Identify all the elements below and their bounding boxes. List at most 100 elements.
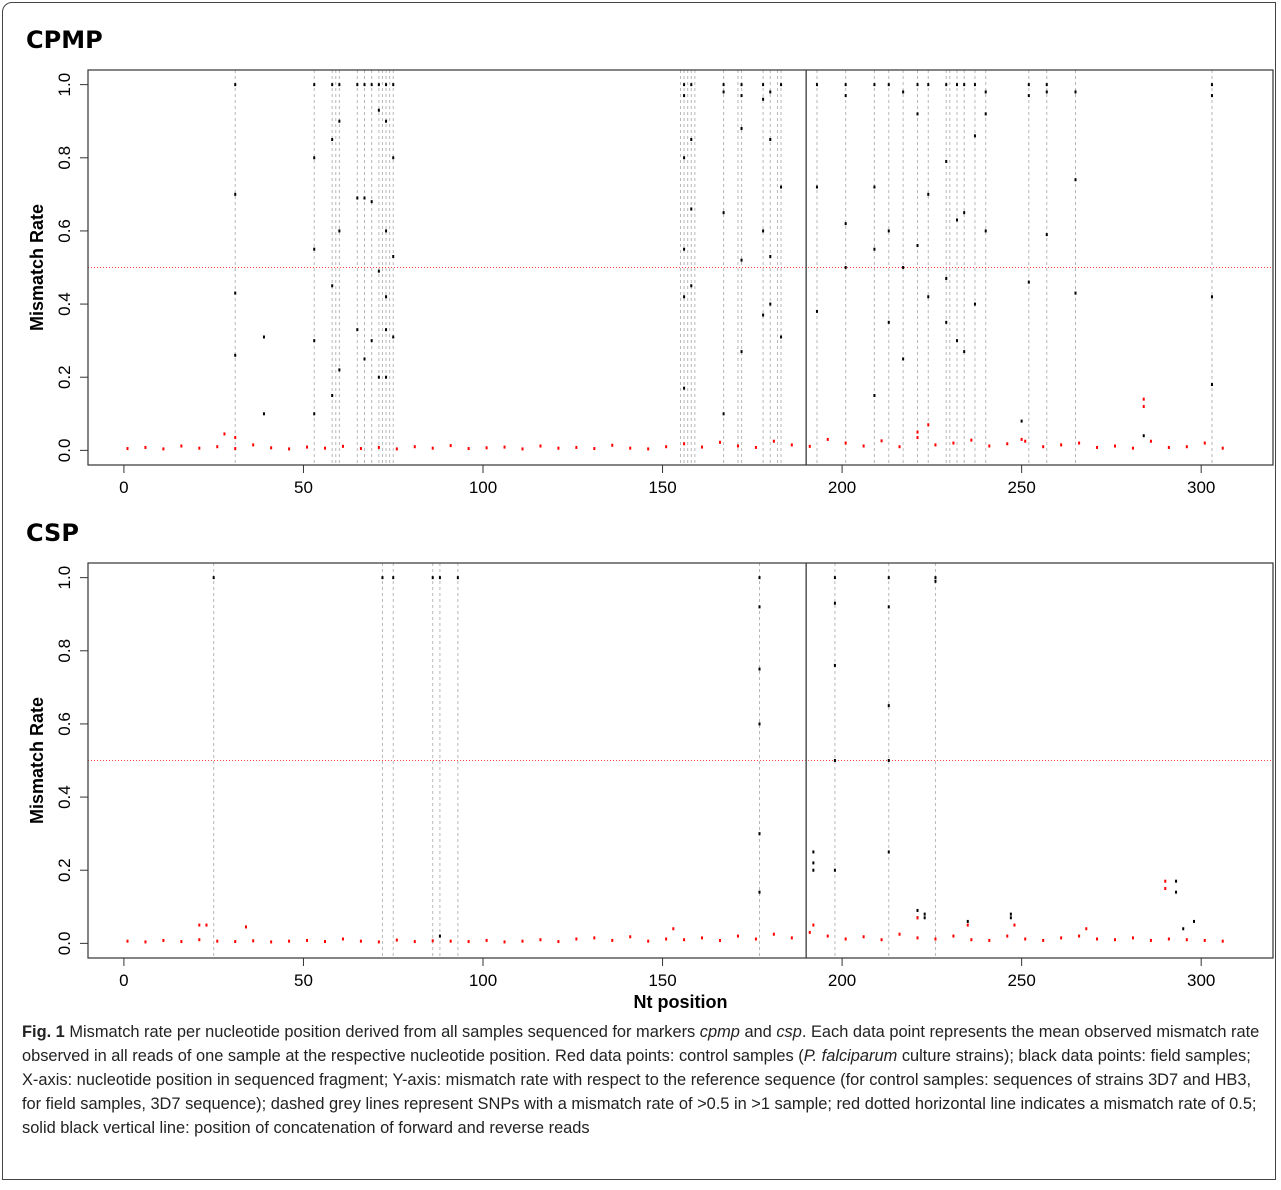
data-point — [234, 940, 237, 944]
data-point — [780, 83, 783, 87]
data-point — [916, 83, 919, 87]
data-point — [956, 83, 958, 87]
data-point — [377, 445, 380, 449]
data-point — [431, 939, 434, 943]
data-point — [790, 443, 793, 447]
data-point — [126, 939, 129, 943]
data-point — [306, 938, 309, 942]
data-point — [740, 127, 743, 131]
data-point — [1096, 937, 1099, 941]
data-point — [898, 445, 901, 449]
data-point — [162, 938, 165, 942]
x-tick-label: 0 — [119, 478, 128, 497]
data-point — [647, 939, 650, 943]
data-point — [1142, 404, 1145, 408]
data-point — [984, 90, 987, 94]
data-point — [887, 83, 890, 87]
y-tick-label: 0.4 — [55, 292, 74, 316]
data-point — [1210, 295, 1213, 299]
data-point — [880, 439, 883, 443]
y-tick-label: 1.0 — [55, 73, 74, 97]
data-point — [359, 447, 362, 451]
data-point — [927, 192, 930, 196]
data-point — [438, 934, 441, 938]
data-point — [815, 185, 818, 189]
data-point — [701, 445, 704, 449]
data-point — [844, 83, 847, 87]
data-point — [945, 83, 948, 87]
data-point — [338, 83, 341, 87]
data-point — [833, 868, 836, 872]
data-point — [812, 861, 815, 865]
data-point — [736, 934, 739, 938]
data-point — [984, 112, 987, 116]
data-point — [754, 937, 757, 941]
data-point — [916, 430, 919, 434]
data-point — [672, 927, 675, 931]
data-point — [833, 663, 836, 667]
x-tick-label: 100 — [469, 971, 497, 990]
panel-title: CSP — [26, 519, 79, 547]
data-point — [683, 386, 686, 390]
data-point — [988, 938, 991, 942]
data-point — [916, 244, 919, 248]
data-point — [815, 83, 818, 87]
x-tick-label: 250 — [1007, 478, 1035, 497]
data-point — [927, 295, 930, 299]
data-point — [815, 309, 818, 313]
data-point — [385, 375, 388, 379]
data-point — [395, 938, 398, 942]
data-point — [952, 441, 955, 445]
data-point — [381, 576, 384, 580]
data-point — [467, 447, 470, 451]
data-point — [245, 925, 247, 929]
data-point — [970, 938, 973, 942]
data-point — [413, 445, 416, 449]
data-point — [521, 939, 524, 943]
data-point — [1203, 938, 1206, 942]
data-point — [313, 247, 316, 251]
y-tick-label: 0.2 — [55, 858, 74, 882]
data-point — [740, 258, 743, 262]
data-point — [359, 939, 362, 943]
x-tick-label: 0 — [119, 971, 128, 990]
data-point — [762, 83, 765, 87]
data-point — [690, 207, 693, 211]
data-point — [683, 295, 686, 299]
data-point — [844, 266, 847, 269]
data-point — [683, 247, 686, 251]
data-point — [916, 908, 919, 912]
data-point — [1009, 916, 1012, 920]
data-point — [449, 444, 452, 448]
data-point — [557, 446, 560, 450]
data-point — [902, 266, 905, 269]
data-point — [1060, 443, 1063, 447]
data-point — [790, 936, 793, 940]
data-point — [413, 940, 416, 944]
data-point — [539, 938, 542, 942]
data-point — [341, 444, 344, 448]
data-point — [758, 890, 761, 894]
data-point — [1020, 419, 1023, 423]
data-point — [862, 935, 865, 939]
data-point — [395, 447, 398, 451]
data-point — [385, 328, 388, 332]
data-point — [887, 320, 890, 324]
data-point — [331, 83, 334, 87]
panel-title: CPMP — [26, 26, 103, 54]
data-point — [1006, 934, 1009, 938]
data-point — [262, 335, 265, 339]
data-point — [880, 938, 883, 942]
data-point — [1164, 887, 1167, 891]
data-point — [844, 94, 847, 98]
data-point — [873, 83, 876, 87]
x-tick-label: 200 — [828, 971, 856, 990]
caption-italic: cpmp — [699, 1023, 740, 1041]
data-point — [1167, 445, 1170, 449]
data-point — [973, 83, 976, 87]
data-point — [833, 601, 836, 605]
data-point — [223, 432, 226, 436]
data-point — [431, 576, 434, 580]
data-point — [392, 335, 395, 339]
